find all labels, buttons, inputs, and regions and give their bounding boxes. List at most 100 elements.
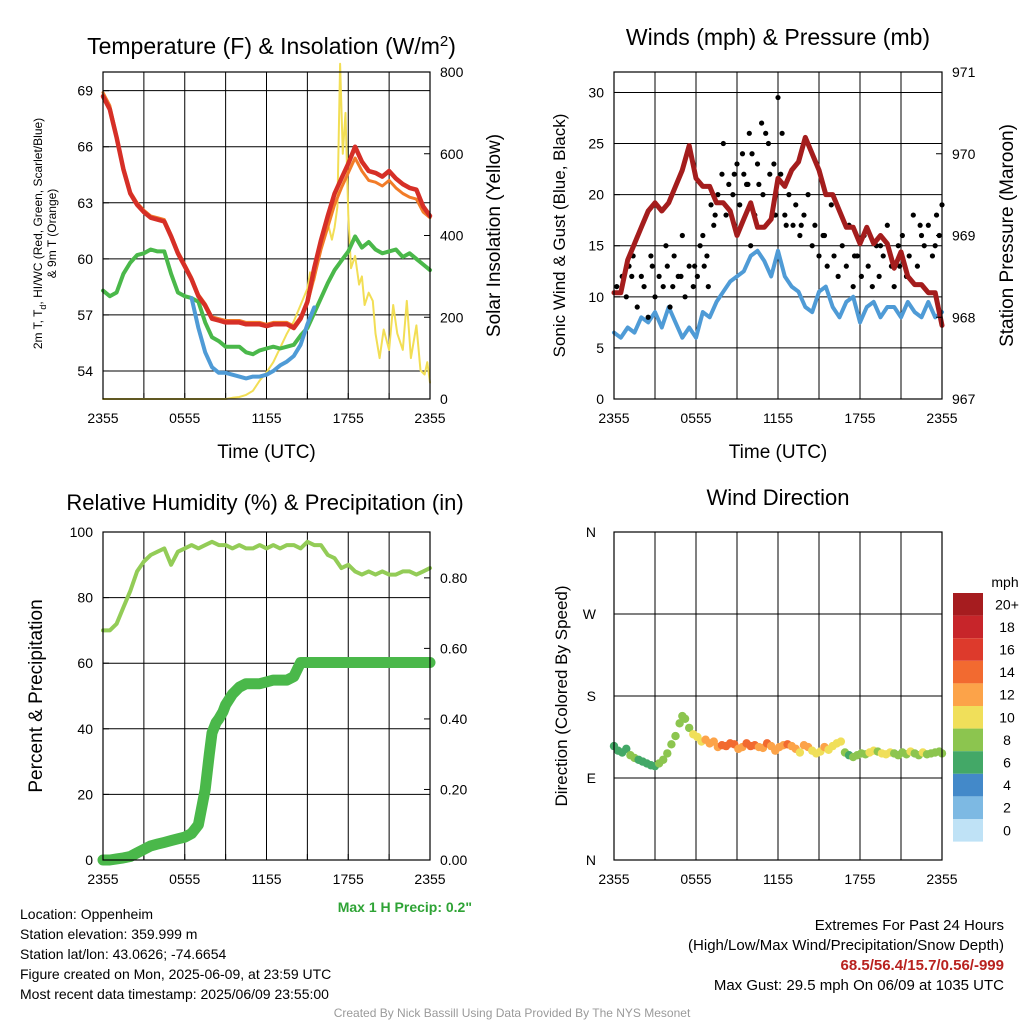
legend-swatch bbox=[953, 728, 983, 752]
gust-point bbox=[891, 283, 897, 290]
gust-point bbox=[767, 171, 773, 177]
legend-label: 4 bbox=[1003, 777, 1011, 793]
series-line bbox=[101, 234, 432, 357]
gust-point bbox=[723, 212, 729, 218]
gust-point bbox=[638, 273, 644, 279]
temperature-panel: 2355 0555 1155 1755 2355 54 57 60 63 66 69 0 200 400 6… bbox=[31, 33, 505, 463]
x-tick-label: 1155 bbox=[251, 410, 281, 426]
x-tick-label: 1155 bbox=[251, 871, 281, 887]
y-axis-label: Percent & Precipitation bbox=[26, 599, 47, 792]
gust-point bbox=[839, 243, 845, 249]
gust-point bbox=[623, 294, 629, 300]
y-right-tick-label: 600 bbox=[440, 146, 464, 162]
y-tick-label: 30 bbox=[588, 84, 604, 100]
gust-point bbox=[783, 222, 789, 228]
x-tick-label: 1755 bbox=[333, 871, 364, 887]
y-tick-label: 20 bbox=[77, 786, 93, 802]
legend-label: 10 bbox=[999, 709, 1015, 725]
gust-point bbox=[782, 212, 788, 218]
x-tick-label: 2355 bbox=[598, 410, 629, 426]
extremes-values: 68.5/56.4/15.7/0.56/-999 bbox=[840, 957, 1004, 974]
gust-point bbox=[629, 273, 635, 279]
x-tick-label: 0555 bbox=[680, 871, 711, 887]
direction-point bbox=[836, 737, 846, 746]
gust-point bbox=[692, 263, 698, 269]
gust-point bbox=[851, 253, 858, 259]
y-axis-label: Direction (Colored By Speed) bbox=[552, 585, 571, 806]
chart-title: Winds (mph) & Pressure (mb) bbox=[626, 24, 930, 50]
y-right-tick-label: 0.80 bbox=[440, 570, 467, 586]
gust-point bbox=[895, 243, 901, 249]
gust-point bbox=[743, 181, 750, 188]
gust-point bbox=[649, 263, 655, 269]
gust-point bbox=[700, 232, 706, 239]
gust-point bbox=[932, 243, 938, 249]
direction-point bbox=[684, 723, 694, 733]
gust-point bbox=[897, 263, 903, 269]
gust-point bbox=[726, 181, 732, 188]
y-tick-label: 100 bbox=[70, 524, 94, 540]
y-axis-label: Sonic Wind & Gust (Blue, Black) bbox=[550, 114, 569, 358]
plot-frame bbox=[102, 531, 431, 861]
x-tick-label: 0555 bbox=[680, 410, 711, 426]
gust-point bbox=[793, 202, 799, 208]
gust-point bbox=[670, 283, 676, 290]
gust-point bbox=[746, 130, 752, 136]
x-axis-label: Time (UTC) bbox=[729, 442, 828, 463]
direction-point bbox=[795, 748, 805, 757]
gust-point bbox=[749, 151, 755, 157]
max-precip-annotation: Max 1 H Precip: 0.2" bbox=[338, 899, 472, 915]
y-tick-label: 15 bbox=[588, 238, 604, 254]
gust-point bbox=[748, 243, 754, 249]
y-tick-label: 0 bbox=[596, 391, 604, 407]
legend-label: 20+ bbox=[995, 596, 1019, 612]
legend-label: 18 bbox=[999, 619, 1015, 635]
y-right-tick-label: 969 bbox=[952, 228, 976, 244]
y-right-tick-label: 0.60 bbox=[440, 640, 467, 656]
legend-label: 8 bbox=[1003, 732, 1011, 748]
series-line bbox=[611, 134, 945, 328]
legend-swatch bbox=[953, 660, 983, 684]
chart-title: Temperature (F) & Insolation (W/m2) bbox=[87, 33, 456, 59]
gust-point bbox=[715, 192, 721, 198]
gust-point bbox=[708, 202, 714, 208]
gust-point bbox=[641, 283, 647, 290]
gust-point bbox=[694, 273, 700, 279]
created-text: Figure created on Mon, 2025-06-09, at 23… bbox=[20, 966, 332, 982]
gust-point bbox=[884, 222, 890, 228]
gust-point bbox=[678, 273, 684, 279]
gust-point bbox=[712, 212, 718, 218]
legend-swatch bbox=[953, 819, 983, 842]
gust-point bbox=[645, 314, 651, 320]
gust-point bbox=[737, 202, 743, 208]
x-tick-label: 1155 bbox=[763, 871, 793, 887]
y-right-tick-label: 968 bbox=[952, 309, 976, 325]
y-tick-label: 40 bbox=[77, 721, 93, 737]
gust-point bbox=[816, 253, 822, 259]
max-gust-text: Max Gust: 29.5 mph On 06/09 at 1035 UTC bbox=[713, 977, 1004, 994]
gust-point bbox=[914, 263, 921, 269]
gust-point bbox=[652, 294, 658, 300]
direction-point bbox=[659, 755, 668, 764]
x-tick-label: 2355 bbox=[87, 410, 118, 426]
y-tick-label: 10 bbox=[588, 289, 604, 305]
gust-point bbox=[634, 304, 640, 310]
x-tick-label: 1155 bbox=[763, 410, 793, 426]
legend-swatch bbox=[953, 615, 983, 639]
y-tick-label: 25 bbox=[588, 136, 604, 152]
gust-point bbox=[876, 273, 882, 279]
y-tick-label: 80 bbox=[77, 590, 93, 606]
gust-point bbox=[835, 273, 841, 279]
gust-point bbox=[759, 120, 765, 126]
gust-point bbox=[858, 273, 864, 279]
gust-point bbox=[790, 222, 796, 228]
direction-point bbox=[622, 744, 631, 754]
x-tick-label: 0555 bbox=[169, 410, 200, 426]
gust-point bbox=[821, 232, 828, 239]
gust-point bbox=[720, 140, 726, 147]
gust-point bbox=[917, 222, 923, 228]
legend-swatch bbox=[953, 683, 983, 706]
gust-point bbox=[933, 212, 940, 218]
y-right-tick-label: 0.00 bbox=[440, 852, 467, 868]
gust-point bbox=[797, 232, 803, 239]
